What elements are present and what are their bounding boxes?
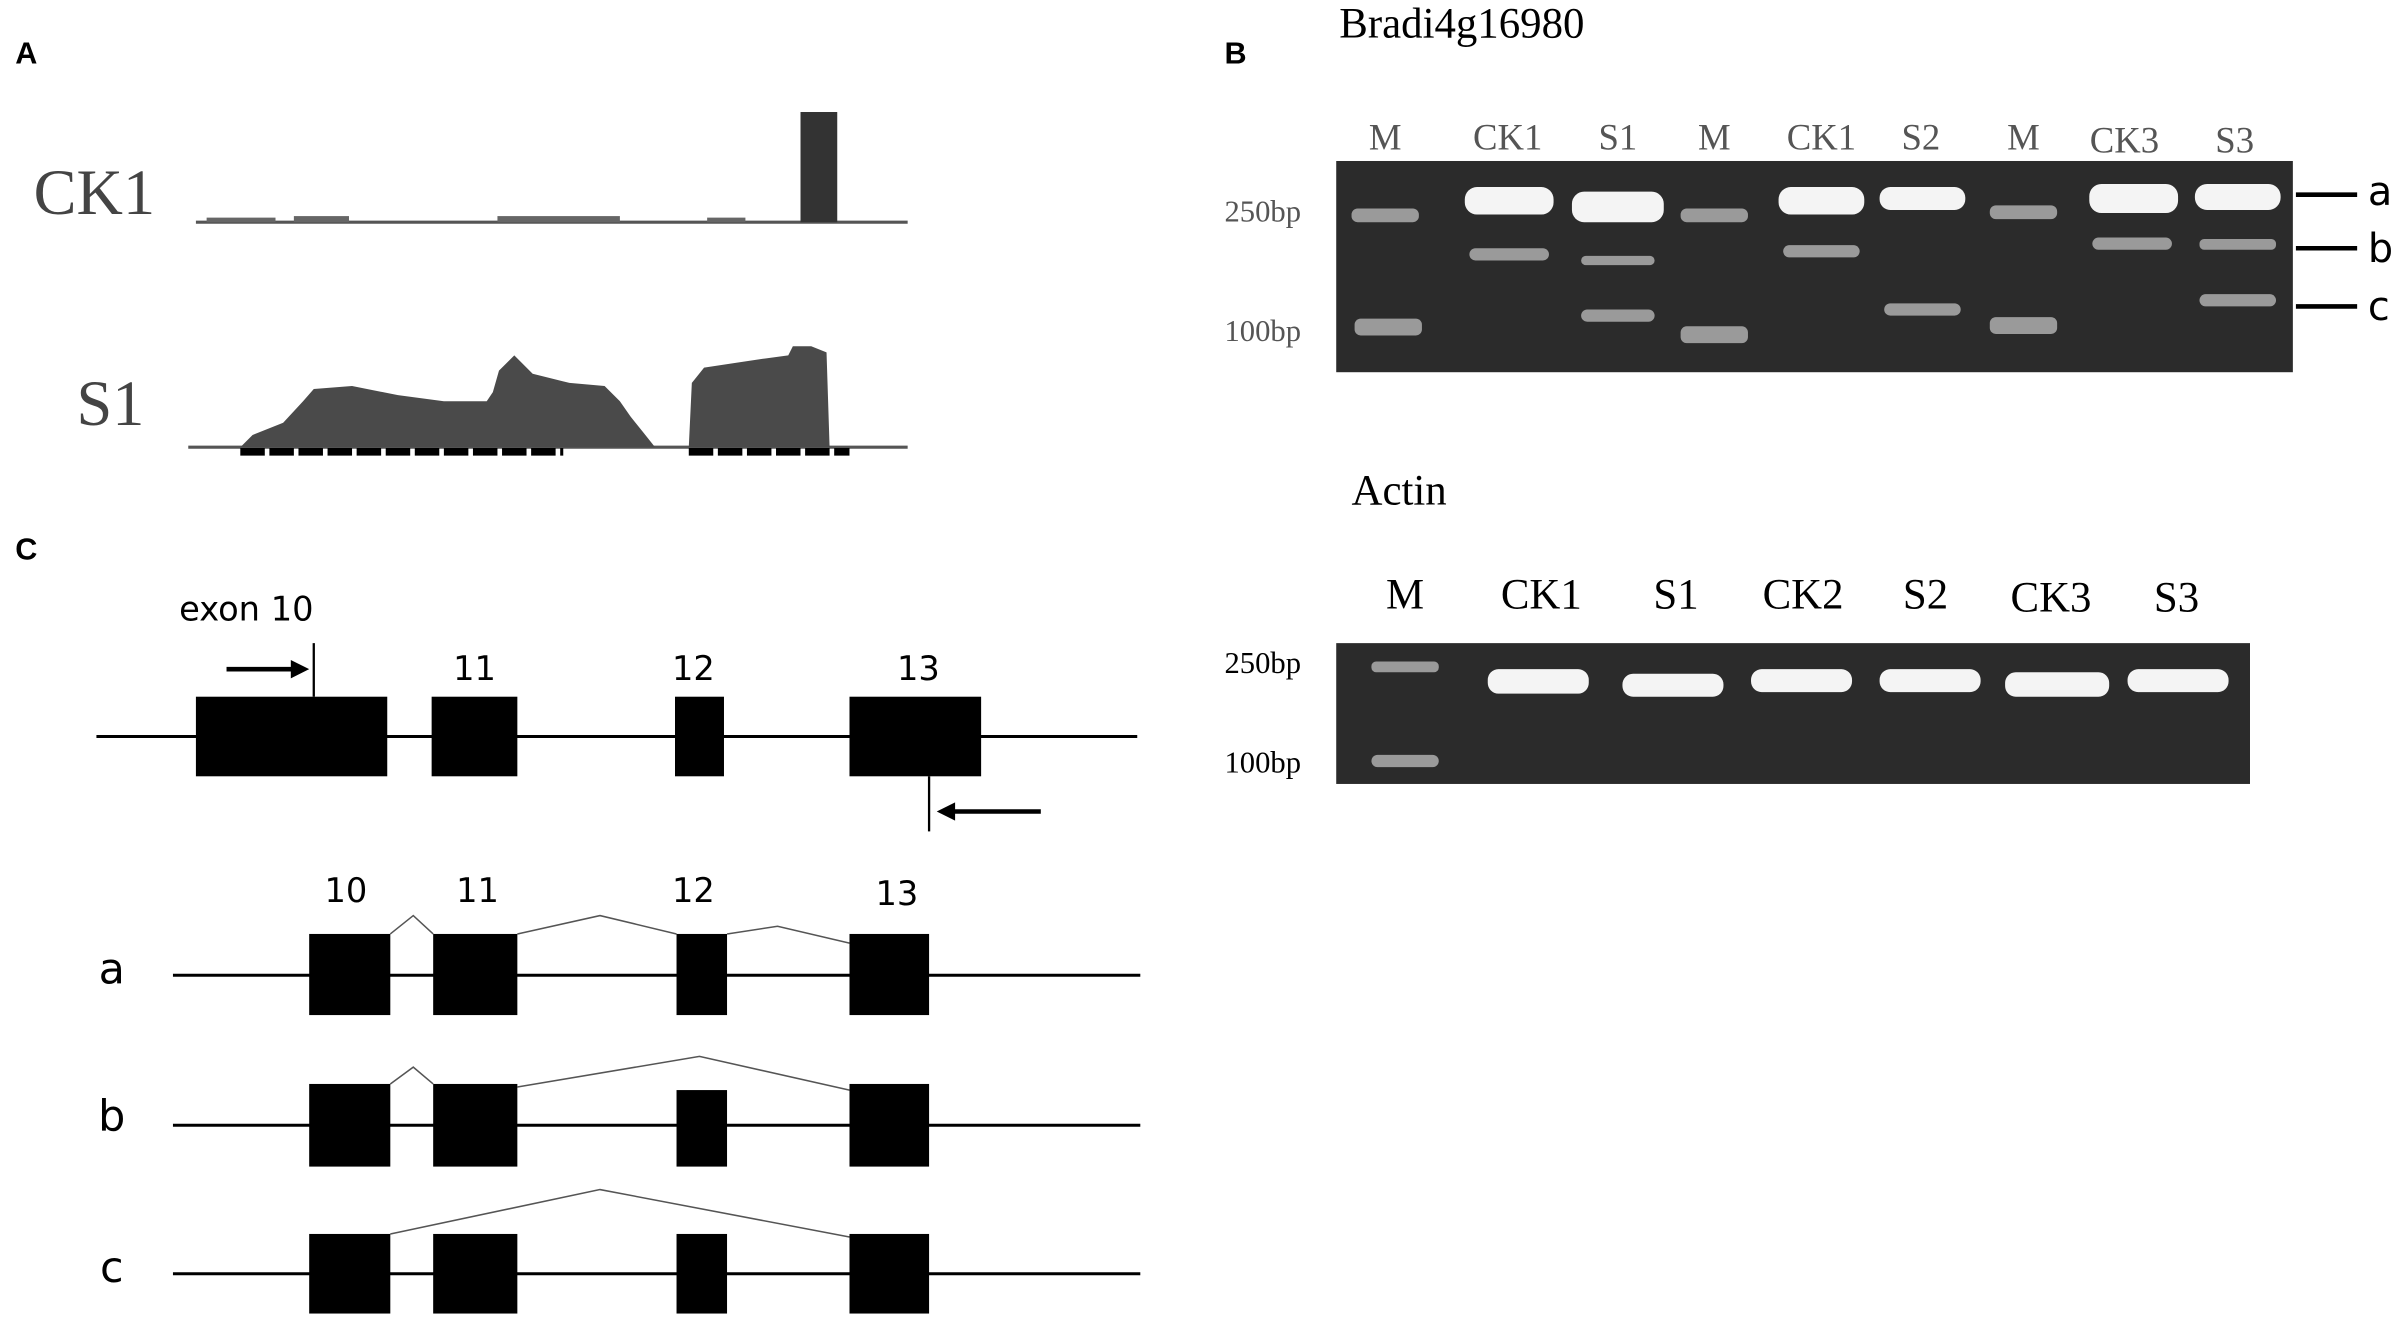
lane-label: M [1698,117,1731,158]
lane-label: CK2 [1763,572,1844,619]
lane-label: CK1 [1787,117,1856,158]
coverage-panel: CK1 S1 [34,112,908,456]
isoform-label: a [99,945,125,995]
lane-label: M [2007,117,2040,158]
exon-label: 13 [876,874,919,913]
lane-label: S3 [2154,575,2199,622]
band-label: b [2368,226,2393,272]
coverage-s1 [240,355,656,448]
lane-label: CK3 [2011,575,2092,622]
band-pointer [2295,192,2358,309]
bands [1351,183,2281,344]
gene-model: exon 10 11 12 13 [96,589,1138,832]
gel-panel: Actin M CK1 S1 CK2 S2 CK3 S3 250bp 100bp [1224,467,2250,784]
exon-label: 11 [456,871,499,910]
isoforms: 10 11 12 13 a b c [98,871,1141,1314]
bands [1371,661,2229,768]
marker-label: 100bp [1224,314,1301,348]
track-label: S1 [77,368,145,439]
marker-label: 100bp [1224,746,1301,780]
lane-label: S1 [1598,117,1637,158]
gel-panel: Bradi4g16980 M CK1 S1 M CK1 S2 M CK3 S3 … [1224,1,2393,373]
gel-title: Bradi4g16980 [1339,1,1584,48]
panel-label: B [1224,36,1246,70]
lane-label: S3 [2215,120,2254,161]
lane-label: CK1 [1473,117,1542,158]
isoform-label: c [100,1243,124,1293]
lane-label: M [1386,572,1424,619]
panel-label: A [15,36,37,70]
exon-label: exon 10 [179,589,313,628]
lane-label: CK1 [1501,572,1582,619]
lane-label: S2 [1902,117,1941,158]
exon-label: 12 [672,871,715,910]
lane-label: S2 [1903,572,1948,619]
exon-label: 13 [897,649,940,688]
lane-label: CK3 [2090,120,2159,161]
marker-label: 250bp [1224,195,1301,229]
coverage-ck1 [206,112,838,223]
isoform-label: b [98,1092,125,1142]
exon-label: 11 [453,649,496,688]
lane-label: M [1369,117,1402,158]
lane-label: S1 [1653,572,1698,619]
panel-label: C [15,532,37,566]
exon-label: 12 [672,649,715,688]
coverage-s1 [688,346,830,448]
gel-title: Actin [1352,467,1447,514]
marker-label: 250bp [1224,646,1301,680]
band-label: a [2368,169,2392,215]
track-label: CK1 [34,157,155,228]
band-label: c [2368,284,2390,330]
gel [1336,643,2250,784]
exon-label: 10 [325,871,368,910]
